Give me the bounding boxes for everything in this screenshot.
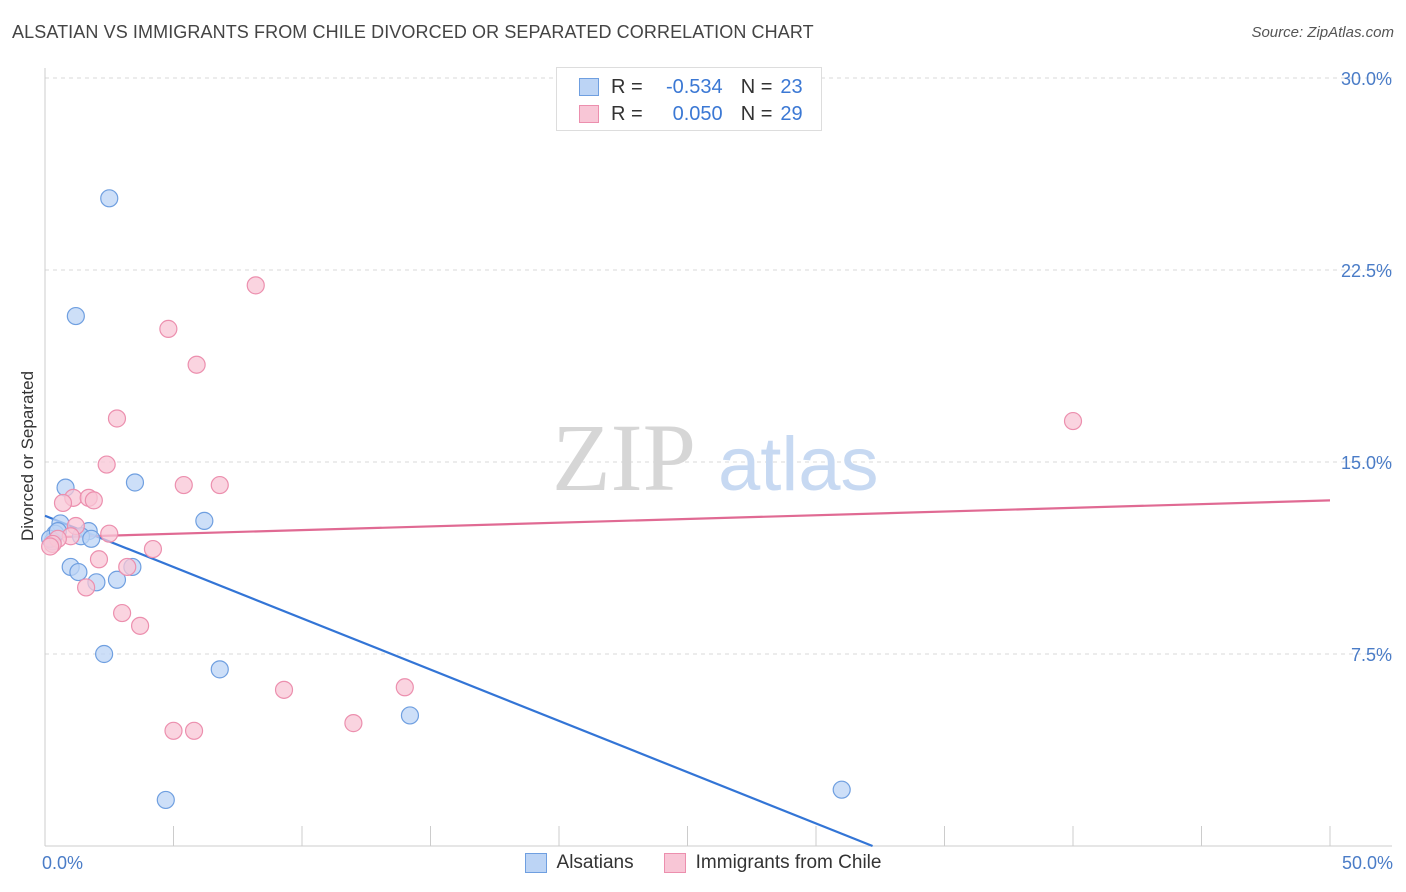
y-tick-label: 7.5%	[1351, 645, 1392, 665]
series-legend: Alsatians Immigrants from Chile	[0, 852, 1406, 874]
chile-point	[210, 475, 229, 495]
chile-point	[1063, 411, 1083, 431]
n-label: N =	[740, 102, 773, 125]
chile-point	[130, 616, 150, 635]
chile-point	[274, 680, 294, 699]
r-label: R =	[611, 102, 643, 125]
chile-point	[118, 557, 137, 577]
y-tick-label: 15.0%	[1341, 453, 1392, 473]
chile-point	[77, 578, 96, 597]
alsatian-point	[66, 306, 85, 326]
chile-point	[159, 319, 178, 338]
alsatian-point	[195, 511, 214, 530]
x-tick-label: 0.0%	[42, 853, 83, 873]
y-tick-label: 22.5%	[1341, 261, 1392, 281]
n-value: 29	[780, 102, 803, 125]
watermark-atlas: atlas	[718, 422, 879, 507]
chile-point	[184, 721, 204, 740]
chile-point	[344, 714, 363, 733]
alsatian-point	[82, 529, 101, 548]
chile-point	[246, 276, 265, 295]
correlation-legend: R = -0.534 N = 23 R = 0.050 N = 29	[556, 67, 822, 131]
legend-row-alsatians: R = -0.534 N = 23	[579, 75, 803, 99]
legend-label-alsatians: Alsatians	[556, 852, 634, 873]
chile-point	[143, 539, 163, 559]
chile-point	[89, 550, 109, 569]
watermark: ZIP atlas	[552, 404, 879, 511]
y-tick-label: 30.0%	[1341, 69, 1392, 89]
chile-point	[100, 524, 119, 543]
chile-point	[187, 355, 206, 374]
chile-point	[84, 491, 103, 510]
alsatian-point	[156, 790, 175, 810]
chart-title: ALSATIAN VS IMMIGRANTS FROM CHILE DIVORC…	[12, 22, 814, 42]
alsatians-trend-line	[44, 514, 873, 848]
r-value: -0.534	[665, 75, 723, 98]
n-value: 23	[780, 75, 803, 98]
chile-point	[41, 537, 60, 556]
legend-item-alsatians[interactable]: Alsatians	[524, 852, 634, 874]
chile-point	[395, 678, 414, 697]
chile-point	[53, 493, 73, 513]
legend-label-chile: Immigrants from Chile	[695, 852, 882, 873]
data-points	[41, 189, 1083, 810]
watermark-zip: ZIP	[552, 404, 696, 511]
trend-lines	[44, 499, 1331, 848]
y-axis-title: Divorced or Separated	[18, 371, 37, 541]
r-label: R =	[611, 75, 643, 98]
alsatian-point	[400, 706, 420, 725]
chile-point	[97, 455, 116, 474]
axes	[44, 68, 1392, 847]
alsatian-point	[95, 644, 114, 664]
alsatian-point	[210, 660, 229, 679]
alsatian-point	[832, 780, 851, 799]
chile-swatch	[579, 105, 599, 123]
grid-lines	[45, 77, 1392, 655]
source-label: Source: ZipAtlas.com	[1251, 24, 1394, 41]
chile-legend-swatch	[663, 853, 686, 873]
x-tick-label: 50.0%	[1342, 853, 1393, 873]
chile-point	[164, 721, 183, 740]
legend-row-chile: R = 0.050 N = 29	[579, 102, 803, 126]
chile-point	[112, 603, 132, 623]
alsatian-point	[107, 570, 127, 589]
n-label: N =	[740, 75, 773, 98]
alsatian-point	[125, 473, 145, 492]
r-value: 0.050	[672, 102, 723, 125]
alsatian-point	[69, 562, 88, 582]
chile-trend-line	[44, 499, 1331, 539]
tick-labels: 7.5% 15.0% 22.5% 30.0% 0.0% 50.0%	[42, 69, 1393, 873]
chile-point	[174, 475, 193, 495]
alsatians-swatch	[579, 78, 599, 96]
alsatians-legend-swatch	[524, 853, 547, 873]
legend-item-chile[interactable]: Immigrants from Chile	[663, 852, 882, 874]
alsatian-point	[100, 189, 119, 208]
chile-point	[107, 409, 127, 428]
